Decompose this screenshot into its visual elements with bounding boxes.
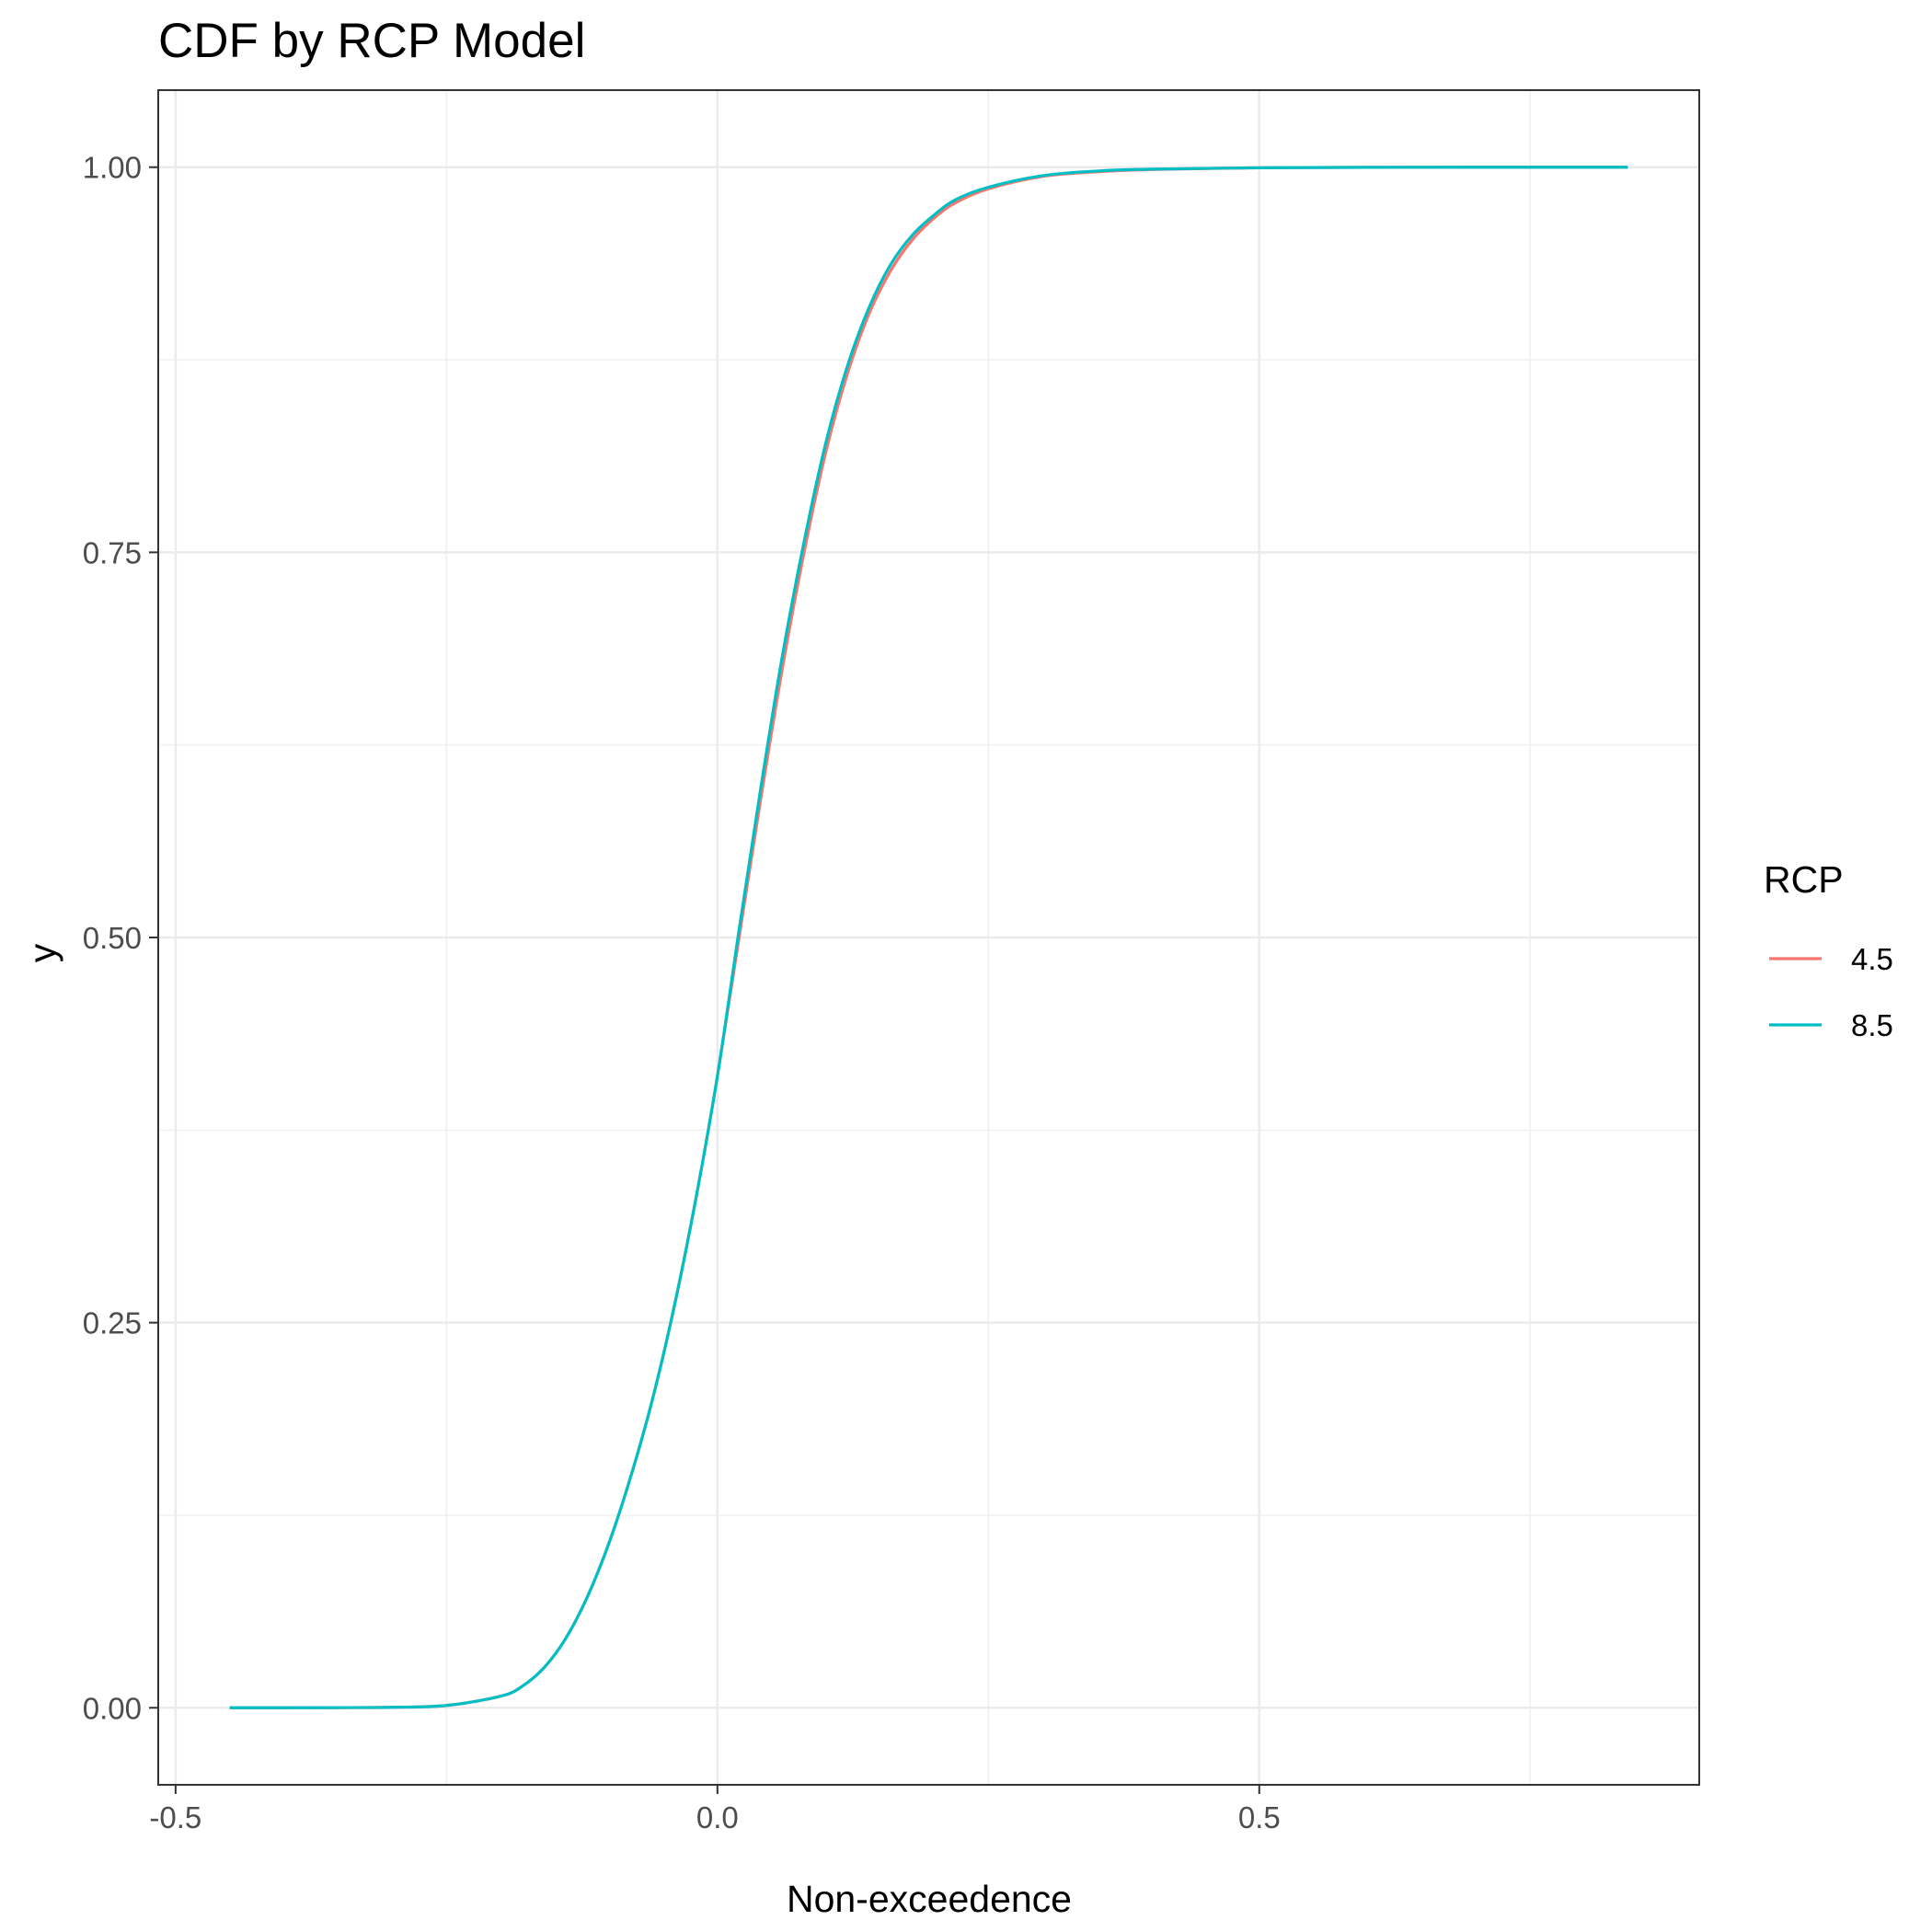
y-tick-label: 0.50 — [83, 921, 142, 955]
chart-title: CDF by RCP Model — [158, 14, 585, 68]
legend-label-rcp-8-5: 8.5 — [1851, 1008, 1893, 1042]
legend: RCP 4.5 8.5 — [1764, 858, 1893, 1042]
x-axis-title: Non-exceedence — [787, 1878, 1072, 1920]
y-tick-label: 1.00 — [83, 151, 142, 185]
series-layer — [229, 166, 1628, 1709]
x-tick-label: 0.0 — [696, 1800, 739, 1834]
y-axis: 0.00 0.25 0.50 0.75 1.00 — [83, 151, 158, 1725]
x-tick-label: 0.5 — [1238, 1800, 1281, 1834]
legend-title: RCP — [1764, 858, 1844, 901]
x-axis: -0.5 0.0 0.5 — [149, 1785, 1281, 1834]
y-axis-title: y — [21, 943, 63, 962]
series-line-rcp-8-5 — [229, 166, 1628, 1709]
y-tick-label: 0.25 — [83, 1306, 142, 1340]
legend-items: 4.5 8.5 — [1769, 942, 1893, 1042]
x-tick-label: -0.5 — [149, 1800, 201, 1834]
y-tick-label: 0.75 — [83, 535, 142, 569]
y-tick-label: 0.00 — [83, 1691, 142, 1725]
legend-label-rcp-4-5: 4.5 — [1851, 942, 1893, 976]
